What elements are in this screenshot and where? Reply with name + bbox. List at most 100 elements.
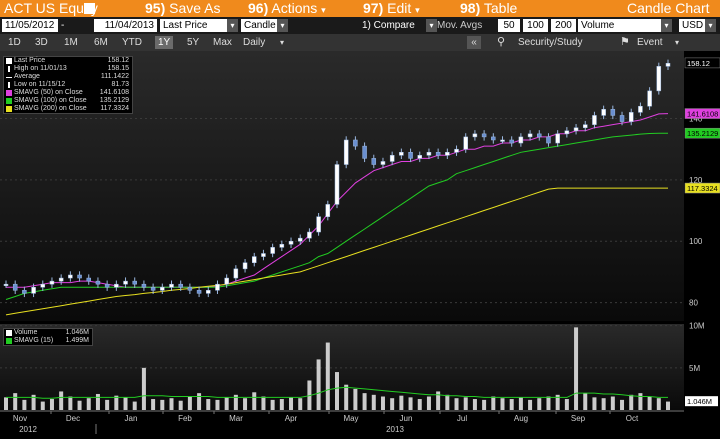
candle-body: [592, 115, 597, 125]
legend-swatch: [8, 82, 10, 88]
candle-body: [371, 158, 377, 165]
page-title: Candle Chart: [627, 0, 710, 16]
candle-body: [49, 280, 55, 285]
volume-bar: [160, 399, 165, 410]
candle-body: [435, 152, 441, 156]
mov-avg-100-field[interactable]: 100: [523, 19, 548, 32]
volume-tick-label: 5M: [689, 364, 700, 373]
volume-bar: [666, 401, 670, 410]
volume-bar: [243, 398, 248, 410]
period-5y[interactable]: 5Y: [187, 37, 200, 48]
candle-body: [178, 283, 183, 288]
volume-bar: [371, 394, 376, 410]
period-3d[interactable]: 3D: [35, 37, 48, 48]
legend-value: 1.499M: [65, 337, 89, 344]
volume-dropdown-icon[interactable]: ▾: [661, 19, 672, 32]
volume-bar: [141, 367, 146, 410]
event-button[interactable]: Event: [637, 37, 663, 48]
edit-button[interactable]: 97) Edit ▾: [363, 0, 420, 17]
candle-body: [68, 274, 73, 279]
chart-type-dropdown-icon[interactable]: ▾: [277, 19, 288, 32]
volume-bar: [261, 396, 266, 410]
price-field-select[interactable]: Last Price: [160, 19, 227, 32]
start-date-field[interactable]: 11/05/2012: [2, 19, 58, 32]
candle-body: [601, 109, 606, 116]
candle-body: [518, 136, 524, 144]
candle-body: [509, 139, 514, 144]
security-study-button[interactable]: Security/Study: [518, 37, 583, 48]
candle-body: [353, 139, 358, 147]
price-field-dropdown-icon[interactable]: ▾: [227, 19, 238, 32]
candle-body: [546, 136, 551, 144]
candle-body: [31, 287, 36, 294]
legend-swatch: [6, 338, 12, 344]
date-separator: -: [61, 20, 65, 31]
legend-value: 158.15: [107, 65, 129, 72]
candle-body: [261, 253, 266, 257]
legend-swatch: [6, 98, 12, 104]
volume-bar: [105, 399, 110, 410]
ticker-dropdown-icon[interactable]: [84, 3, 95, 14]
period-6m[interactable]: 6M: [94, 37, 108, 48]
mov-avg-50-field[interactable]: 50: [498, 19, 520, 32]
collapse-icon[interactable]: «: [467, 36, 481, 49]
volume-bar: [252, 392, 257, 410]
legend-volume-smavg-15: SMAVG (15) 1.499M: [4, 337, 92, 345]
compare-dropdown-icon[interactable]: ▾: [426, 19, 437, 32]
legend-value: 135.2129: [99, 97, 129, 104]
table-button[interactable]: 98) Table: [460, 0, 517, 17]
period-1m[interactable]: 1M: [64, 37, 78, 48]
currency-field[interactable]: USD: [679, 19, 705, 32]
volume-field-select[interactable]: Volume: [578, 19, 661, 32]
candle-body: [206, 290, 211, 294]
volume-bar: [77, 400, 82, 410]
volume-bar: [454, 398, 459, 410]
price-tick-label: 140: [689, 115, 703, 124]
period-bar: 1D 3D 1M 6M YTD 1Y 5Y Max Daily ▾ « ⚲ Se…: [0, 34, 720, 51]
period-1d[interactable]: 1D: [8, 37, 21, 48]
volume-bar: [656, 398, 661, 410]
volume-bar: [546, 396, 551, 410]
month-label: Jul: [457, 414, 467, 423]
frequency-dropdown-icon[interactable]: ▾: [280, 38, 285, 47]
candle-body: [132, 280, 137, 285]
legend-label: SMAVG (50) on Close: [14, 89, 83, 96]
candle-body: [426, 152, 432, 156]
candle-body: [12, 283, 18, 291]
candle-body: [334, 164, 340, 205]
legend-value: 111.1422: [100, 73, 129, 80]
compare-button[interactable]: 1) Compare: [362, 20, 415, 31]
volume-bar: [380, 396, 385, 410]
ticker-label[interactable]: ACT US Equity: [4, 0, 98, 16]
period-max[interactable]: Max: [213, 37, 232, 48]
volume-bar: [638, 393, 643, 410]
volume-bar: [178, 400, 183, 410]
save-as-button[interactable]: 95) Save As: [145, 0, 221, 17]
candle-body: [472, 133, 478, 138]
candle-body: [555, 133, 560, 144]
currency-dropdown-icon[interactable]: ▾: [705, 19, 716, 32]
month-label: Nov: [13, 414, 27, 423]
chart-type-select[interactable]: Candle: [241, 19, 277, 32]
table-number: 98): [460, 0, 481, 16]
volume-bar: [289, 397, 294, 410]
legend-smavg-100: SMAVG (100) on Close 135.2129: [4, 97, 132, 105]
volume-bar: [279, 399, 284, 410]
frequency-select[interactable]: Daily: [243, 37, 266, 48]
legend-value: 1.046M: [65, 329, 89, 336]
price-tick-label: 100: [689, 237, 703, 246]
actions-button[interactable]: 96) Actions ▾: [248, 0, 326, 17]
mov-avg-200-field[interactable]: 200: [551, 19, 576, 32]
period-1y[interactable]: 1Y: [155, 36, 174, 49]
candle-body: [491, 136, 496, 141]
end-date-field[interactable]: 11/04/2013: [94, 19, 157, 32]
event-dropdown-icon[interactable]: ▾: [675, 38, 680, 47]
candle-body: [58, 277, 64, 282]
legend-smavg-50: SMAVG (50) on Close 141.6108: [4, 89, 132, 97]
candle-body: [22, 290, 27, 294]
legend-swatch: [6, 58, 12, 64]
price-marker-box: [684, 127, 720, 139]
period-ytd[interactable]: YTD: [122, 37, 142, 48]
actions-number: 96): [248, 0, 269, 16]
